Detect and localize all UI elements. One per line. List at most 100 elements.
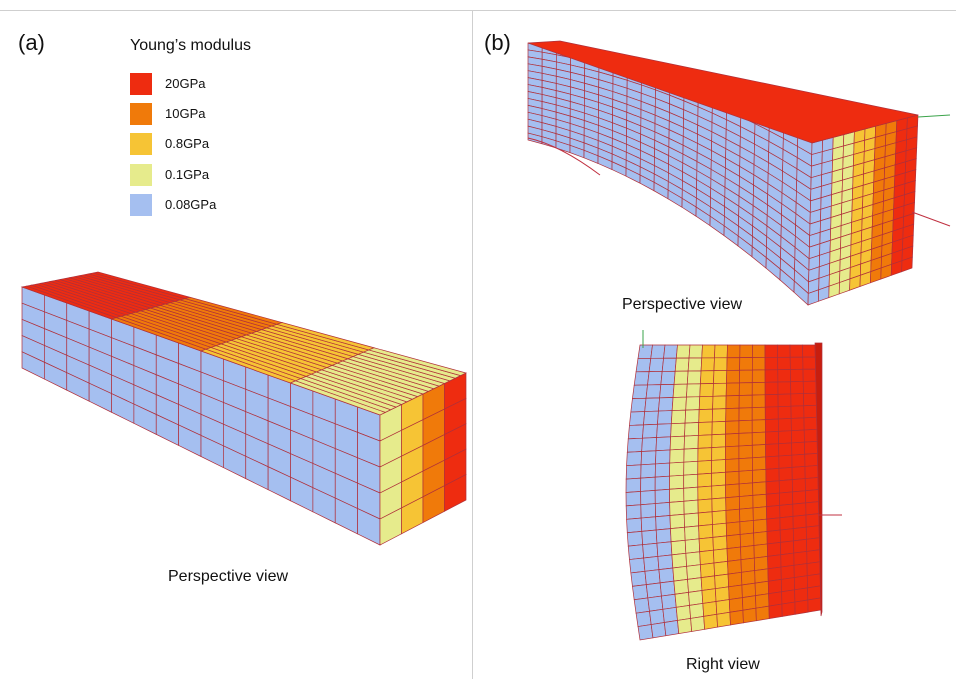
mesh-cell (764, 393, 779, 408)
legend-swatch (130, 133, 152, 155)
mesh-cell (777, 369, 791, 383)
mesh-cell (794, 599, 809, 615)
mesh-cell (802, 344, 816, 358)
mesh-cell (669, 500, 685, 516)
mesh-cell (738, 469, 753, 485)
mesh-cell (806, 537, 820, 552)
mesh-cell (766, 517, 781, 532)
mesh-cell (683, 460, 699, 476)
mesh-cell (780, 577, 795, 593)
mesh-cell (647, 371, 663, 386)
mesh-cell (752, 456, 767, 471)
mesh-cell (626, 517, 643, 534)
mesh-cell (802, 380, 817, 394)
mesh-cell (805, 525, 820, 540)
mesh-cell (791, 453, 806, 468)
mesh-cell (741, 570, 756, 586)
mesh-cell (751, 431, 766, 446)
mesh-cell (791, 478, 806, 493)
mesh-cell (640, 476, 656, 492)
mesh-cell (726, 546, 742, 562)
mesh-cell (807, 585, 822, 601)
mesh-cell (739, 344, 753, 358)
mesh-cell (793, 575, 808, 591)
mesh-cell (685, 396, 701, 411)
mesh-cell (685, 551, 701, 567)
mesh-cell (780, 564, 795, 580)
mesh-cell (669, 513, 685, 530)
mesh-cell (792, 514, 807, 529)
panel-b-curved-block (527, 40, 951, 306)
mesh-cell (777, 418, 792, 432)
mesh-cell (789, 344, 804, 358)
mesh-cell (752, 481, 767, 496)
mesh-cell (674, 591, 690, 608)
mesh-cell (805, 513, 820, 528)
legend-swatch (130, 103, 152, 125)
mesh-cell (686, 564, 702, 580)
mesh-cell (778, 467, 793, 482)
mesh-cell (670, 539, 687, 556)
mesh-cell (649, 608, 665, 625)
mesh-cell (659, 580, 676, 597)
mesh-cell (726, 344, 741, 359)
mesh-cell (688, 590, 704, 606)
mesh-cell (711, 420, 727, 436)
mesh-cell (673, 578, 689, 595)
mesh-cell (806, 549, 821, 564)
mesh-cell (633, 371, 650, 386)
legend-label: 10GPa (165, 106, 206, 121)
mesh-cell (738, 407, 753, 422)
mesh-cell (641, 529, 658, 546)
panel-b-caption-right: Right view (686, 656, 760, 673)
mesh-cell (725, 458, 740, 473)
legend-label: 20GPa (165, 76, 206, 91)
mesh-cell (660, 370, 676, 386)
mesh-cell (686, 370, 702, 385)
mesh-cell (779, 503, 794, 519)
mesh-cell (626, 530, 644, 547)
mesh-cell (794, 587, 809, 603)
mesh-cell (725, 407, 740, 422)
mesh-cell (712, 395, 727, 410)
mesh-cell (711, 459, 726, 474)
block-end-face (379, 372, 467, 546)
mesh-cell (630, 397, 647, 413)
mesh-cell (642, 423, 658, 439)
mesh-cell (765, 455, 780, 470)
mesh-cell (738, 482, 754, 497)
mesh-cell (671, 396, 687, 411)
mesh-cell (632, 584, 649, 601)
mesh-cell (728, 597, 744, 613)
mesh-cell (712, 382, 727, 397)
mesh-cell (778, 430, 792, 445)
mesh-cell (640, 450, 657, 466)
mesh-cell (725, 420, 740, 435)
mesh-cell (779, 515, 794, 531)
mesh-cell (716, 611, 731, 628)
mesh-cell (661, 357, 677, 372)
mesh-cell (778, 454, 793, 469)
mesh-cell (697, 485, 713, 501)
mesh-cell (650, 622, 667, 639)
mesh-cell (789, 356, 804, 370)
mesh-cell (626, 451, 643, 467)
panel-b-label: (b) (484, 30, 511, 55)
mesh-cell (629, 411, 646, 426)
mesh-cell (738, 419, 753, 434)
mesh-cell (739, 357, 753, 371)
mesh-cell (725, 521, 741, 537)
mesh-cell (645, 384, 662, 399)
mesh-cell (697, 434, 713, 449)
mesh-cell (683, 512, 699, 528)
mesh-cell (635, 357, 652, 373)
mesh-cell (766, 505, 781, 520)
mesh-cell (711, 510, 727, 525)
panel-divider (472, 10, 473, 679)
mesh-cell (781, 589, 796, 605)
mesh-cell (640, 516, 657, 532)
mesh-cell (725, 508, 741, 524)
mesh-cell (777, 356, 791, 371)
